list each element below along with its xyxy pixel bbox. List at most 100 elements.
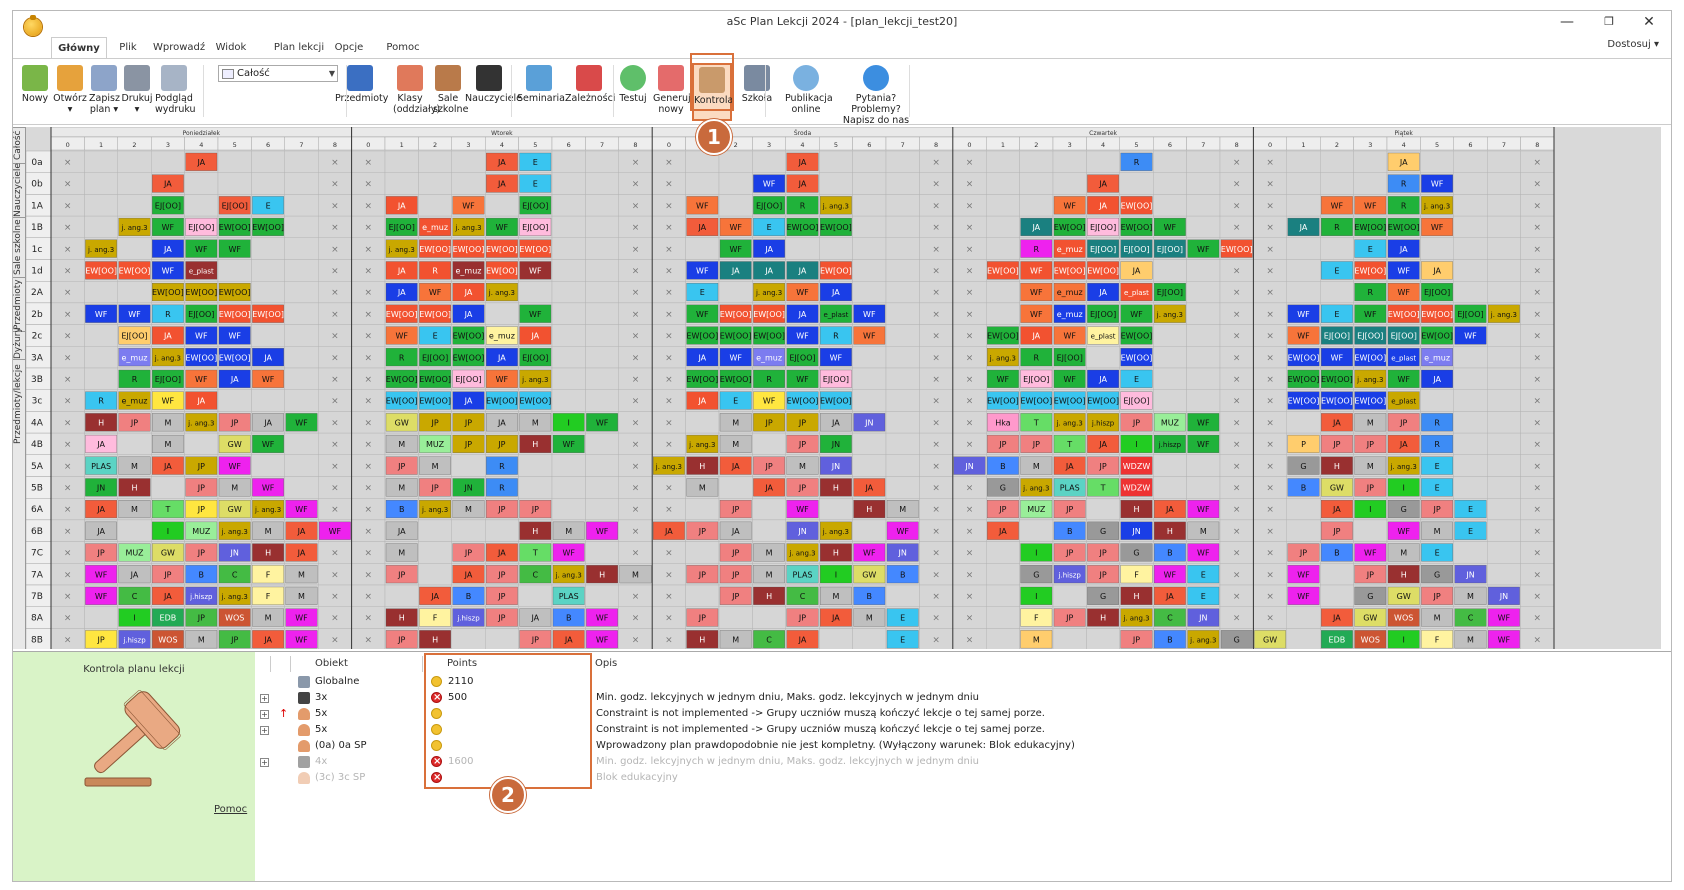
- lesson-cell[interactable]: [519, 434, 552, 453]
- lesson-cell[interactable]: [1287, 326, 1320, 345]
- lesson-cell[interactable]: [486, 608, 518, 627]
- lesson-cell[interactable]: [786, 369, 819, 388]
- lesson-cell[interactable]: [85, 478, 117, 497]
- lesson-cell[interactable]: [218, 304, 251, 323]
- lesson-cell[interactable]: [552, 413, 585, 432]
- class-label[interactable]: 2c: [32, 332, 43, 342]
- lesson-cell[interactable]: [419, 326, 451, 345]
- lesson-cell[interactable]: [385, 326, 418, 345]
- lesson-cell[interactable]: [1053, 348, 1086, 367]
- lesson-cell[interactable]: [452, 434, 485, 453]
- col-object-header[interactable]: Obiekt: [311, 656, 423, 672]
- lesson-cell[interactable]: [1087, 521, 1119, 540]
- lesson-cell[interactable]: [385, 304, 418, 323]
- lesson-cell[interactable]: [419, 456, 451, 475]
- lesson-cell[interactable]: [1454, 565, 1487, 584]
- lesson-cell[interactable]: [552, 543, 585, 562]
- lesson-cell[interactable]: [1287, 478, 1320, 497]
- lesson-cell[interactable]: [152, 630, 184, 649]
- lesson-cell[interactable]: [1354, 369, 1387, 388]
- lesson-cell[interactable]: [419, 261, 451, 280]
- result-row[interactable]: +3x500Min. godz. lekcyjnych w jednym dni…: [255, 690, 1671, 706]
- lesson-cell[interactable]: [419, 348, 451, 367]
- class-label[interactable]: 5A: [31, 462, 44, 472]
- lesson-cell[interactable]: [1354, 478, 1387, 497]
- lesson-cell[interactable]: [185, 369, 218, 388]
- class-label[interactable]: 0a: [31, 158, 42, 168]
- lesson-cell[interactable]: [1154, 521, 1186, 540]
- class-label[interactable]: 6B: [31, 527, 43, 537]
- lesson-cell[interactable]: [586, 565, 618, 584]
- lesson-cell[interactable]: [719, 521, 752, 540]
- lesson-cell[interactable]: [1254, 630, 1286, 649]
- lesson-cell[interactable]: [486, 456, 518, 475]
- ribbon-button-0[interactable]: Nowy: [19, 63, 51, 121]
- lesson-cell[interactable]: [519, 521, 552, 540]
- lesson-cell[interactable]: [185, 283, 218, 302]
- lesson-cell[interactable]: [419, 304, 451, 323]
- lesson-cell[interactable]: [285, 608, 318, 627]
- lesson-cell[interactable]: [486, 174, 518, 193]
- lesson-cell[interactable]: [753, 565, 785, 584]
- lesson-cell[interactable]: [252, 369, 284, 388]
- lesson-cell[interactable]: [1020, 283, 1053, 302]
- lesson-cell[interactable]: [820, 348, 852, 367]
- lesson-cell[interactable]: [419, 413, 451, 432]
- lesson-cell[interactable]: [218, 434, 251, 453]
- lesson-cell[interactable]: [1321, 543, 1353, 562]
- lesson-cell[interactable]: [218, 456, 251, 475]
- lesson-cell[interactable]: [118, 217, 151, 236]
- lesson-cell[interactable]: [586, 521, 618, 540]
- lesson-cell[interactable]: [419, 217, 451, 236]
- lesson-cell[interactable]: [686, 434, 719, 453]
- lesson-cell[interactable]: [1154, 630, 1186, 649]
- lesson-cell[interactable]: [152, 586, 184, 605]
- lesson-cell[interactable]: [486, 348, 518, 367]
- lesson-cell[interactable]: [1454, 586, 1487, 605]
- tab-2[interactable]: Wprowadź: [153, 42, 206, 53]
- lesson-cell[interactable]: [1087, 586, 1119, 605]
- lesson-cell[interactable]: [385, 478, 418, 497]
- lesson-cell[interactable]: [886, 500, 919, 519]
- class-label[interactable]: 2A: [31, 288, 44, 298]
- ribbon-button-14[interactable]: Szkoła: [740, 63, 774, 121]
- lesson-cell[interactable]: [252, 413, 284, 432]
- lesson-cell[interactable]: [1287, 565, 1320, 584]
- lesson-cell[interactable]: [218, 326, 251, 345]
- lesson-cell[interactable]: [1020, 239, 1053, 258]
- lesson-cell[interactable]: [185, 239, 218, 258]
- lesson-cell[interactable]: [820, 608, 852, 627]
- lesson-cell[interactable]: [185, 543, 218, 562]
- lesson-cell[interactable]: [519, 608, 552, 627]
- lesson-cell[interactable]: [987, 434, 1019, 453]
- lesson-cell[interactable]: [1287, 217, 1320, 236]
- tab-6[interactable]: Pomoc: [386, 42, 420, 53]
- lesson-cell[interactable]: [385, 521, 418, 540]
- lesson-cell[interactable]: [118, 586, 151, 605]
- lesson-cell[interactable]: [519, 326, 552, 345]
- lesson-cell[interactable]: [1120, 326, 1153, 345]
- lesson-cell[interactable]: [152, 456, 184, 475]
- lesson-cell[interactable]: [686, 217, 719, 236]
- lesson-cell[interactable]: [85, 586, 117, 605]
- lesson-cell[interactable]: [1053, 478, 1086, 497]
- lesson-cell[interactable]: [1053, 391, 1086, 410]
- lesson-cell[interactable]: [586, 608, 618, 627]
- lesson-cell[interactable]: [519, 152, 552, 171]
- lesson-cell[interactable]: [686, 369, 719, 388]
- lesson-cell[interactable]: [252, 543, 284, 562]
- lesson-cell[interactable]: [85, 304, 117, 323]
- lesson-cell[interactable]: [1287, 369, 1320, 388]
- lesson-cell[interactable]: [1087, 304, 1119, 323]
- lesson-cell[interactable]: [285, 543, 318, 562]
- lesson-cell[interactable]: [1020, 217, 1053, 236]
- class-label[interactable]: 7A: [31, 570, 44, 580]
- lesson-cell[interactable]: [452, 586, 485, 605]
- lesson-cell[interactable]: [385, 348, 418, 367]
- lesson-cell[interactable]: [1354, 196, 1387, 215]
- lesson-cell[interactable]: [1421, 500, 1453, 519]
- lesson-cell[interactable]: [486, 500, 518, 519]
- lesson-cell[interactable]: [1020, 391, 1053, 410]
- lesson-cell[interactable]: [820, 283, 852, 302]
- lesson-cell[interactable]: [1053, 500, 1086, 519]
